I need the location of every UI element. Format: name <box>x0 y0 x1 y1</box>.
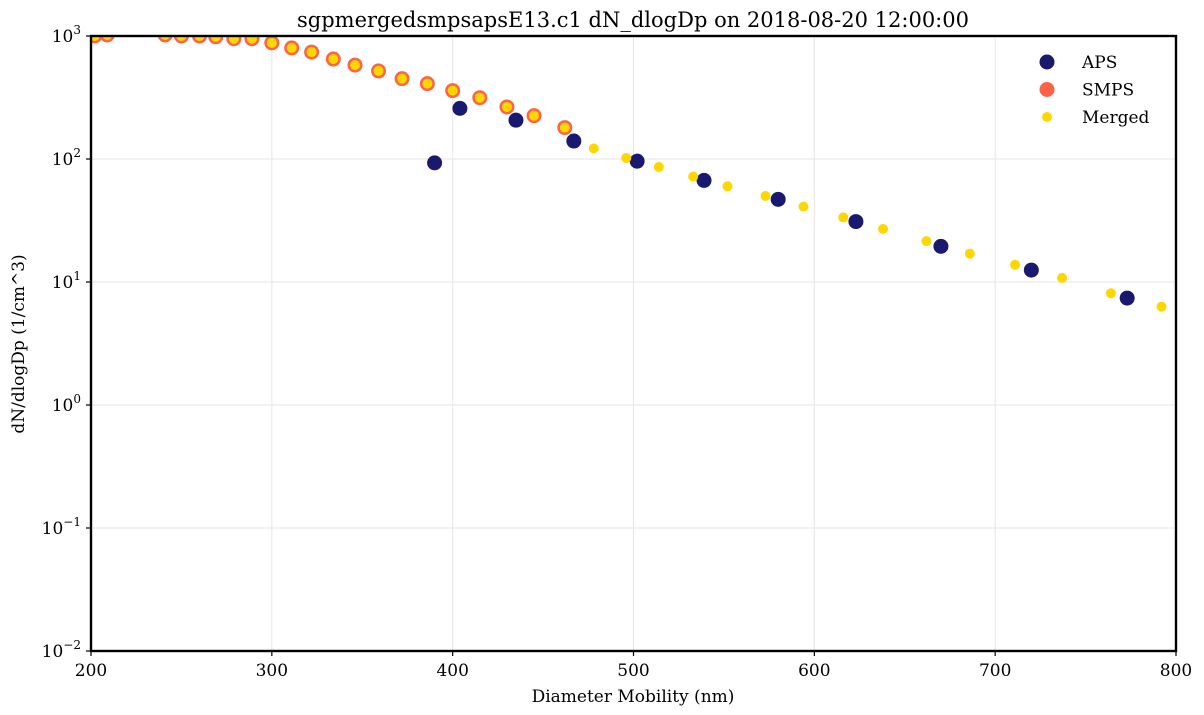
merged-point <box>722 181 733 192</box>
y-tick-label: 101 <box>52 269 81 293</box>
merged-point <box>688 171 699 182</box>
data-points <box>91 36 1167 312</box>
chart-title: sgpmergedsmpsapsE13.c1 dN_dlogDp on 2018… <box>297 8 969 32</box>
merged-point <box>529 110 540 121</box>
aps-point <box>1023 262 1039 278</box>
legend-marker-merged <box>1042 112 1052 122</box>
merged-point <box>266 37 277 48</box>
merged-point <box>621 152 632 163</box>
aps-point <box>1119 290 1135 306</box>
merged-point <box>350 60 361 71</box>
merged-point <box>447 85 458 96</box>
aps-point <box>696 172 712 188</box>
merged-point <box>474 92 485 103</box>
aps-point <box>848 214 864 230</box>
y-tick-label: 100 <box>52 392 81 416</box>
merged-point <box>760 191 771 202</box>
y-tick-label: 102 <box>52 146 81 170</box>
merged-point <box>559 122 570 133</box>
aps-point <box>452 100 468 116</box>
x-tick-label: 400 <box>436 661 468 681</box>
x-tick-label: 200 <box>75 661 107 681</box>
merged-point <box>397 73 408 84</box>
legend-label-aps: APS <box>1081 53 1117 73</box>
x-axis-label: Diameter Mobility (nm) <box>532 687 735 707</box>
merged-point <box>286 42 297 53</box>
merged-point <box>838 212 849 223</box>
merged-point <box>306 47 317 58</box>
merged-point <box>194 36 205 41</box>
x-axis-ticks: 200 300 400 500 600 700 800 <box>75 651 1192 681</box>
aps-point <box>770 191 786 207</box>
series-merged <box>91 36 1167 312</box>
aps-point <box>629 153 645 169</box>
x-tick-label: 300 <box>256 661 288 681</box>
y-tick-label: 103 <box>52 23 81 47</box>
legend-label-merged: Merged <box>1082 108 1150 128</box>
merged-point <box>878 223 889 234</box>
merged-point <box>228 36 239 44</box>
series-aps <box>427 100 1135 306</box>
y-axis-ticks: 10−2 10−1 100 101 102 103 <box>42 23 91 662</box>
merged-point <box>1156 301 1167 312</box>
x-tick-label: 700 <box>979 661 1011 681</box>
merged-point <box>373 65 384 76</box>
merged-point <box>1010 259 1021 270</box>
legend-marker-smps <box>1039 82 1055 97</box>
merged-point <box>501 101 512 112</box>
series-smps <box>91 36 573 136</box>
merged-point <box>1057 272 1068 283</box>
merged-point <box>798 201 809 212</box>
x-tick-label: 600 <box>798 661 830 681</box>
aps-point <box>566 133 582 149</box>
legend-label-smps: SMPS <box>1082 81 1134 101</box>
merged-point <box>653 162 664 173</box>
merged-point <box>588 143 599 154</box>
merged-point <box>964 248 975 259</box>
merged-point <box>210 36 221 42</box>
y-axis-label: dN/dlogDp (1/cm^3) <box>9 254 29 433</box>
aps-point <box>427 155 443 171</box>
merged-point <box>246 36 257 44</box>
merged-point <box>422 78 433 89</box>
merged-point <box>328 54 339 65</box>
grid <box>91 36 1176 651</box>
aps-point <box>933 238 949 254</box>
y-tick-label: 10−2 <box>42 638 81 662</box>
x-tick-label: 500 <box>617 661 649 681</box>
aps-point <box>508 112 524 128</box>
legend: APS SMPS Merged <box>1039 53 1150 128</box>
y-tick-label: 10−1 <box>42 515 81 539</box>
merged-point <box>921 236 932 247</box>
merged-point <box>176 36 187 41</box>
legend-marker-aps <box>1039 54 1055 70</box>
merged-point <box>91 36 100 41</box>
x-tick-label: 800 <box>1160 661 1192 681</box>
merged-point <box>1105 288 1116 299</box>
